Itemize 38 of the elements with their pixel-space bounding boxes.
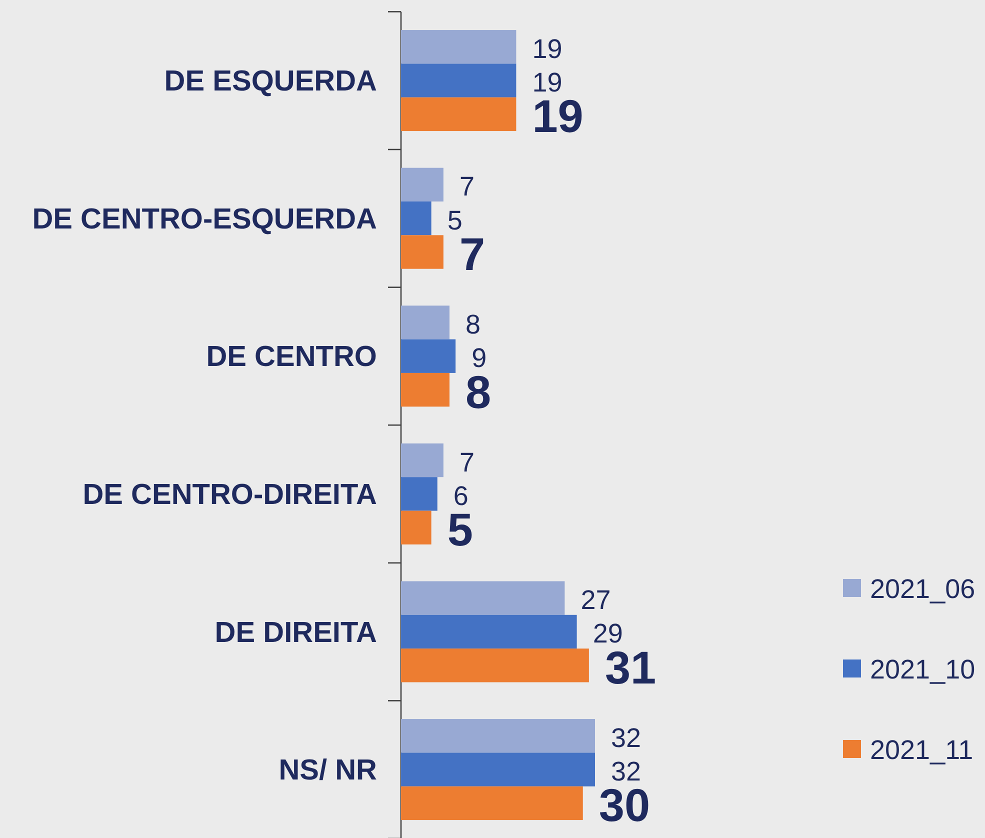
bar xyxy=(401,339,456,373)
data-label: 7 xyxy=(459,172,474,202)
data-label: 19 xyxy=(532,68,562,98)
bar xyxy=(401,719,595,753)
bar xyxy=(401,306,450,340)
y-tick-label: DE DIREITA xyxy=(214,616,378,649)
data-label: 27 xyxy=(580,585,611,616)
bar xyxy=(401,372,450,407)
bar xyxy=(401,614,577,649)
bar xyxy=(401,235,444,269)
data-label: 8 xyxy=(466,309,481,340)
data-label: 32 xyxy=(611,756,642,787)
bar xyxy=(401,477,438,511)
bar xyxy=(401,201,432,236)
bar xyxy=(401,786,583,820)
bar xyxy=(401,648,589,682)
data-label: 19 xyxy=(532,34,562,64)
bar xyxy=(401,168,444,202)
data-label: 7 xyxy=(459,447,474,478)
bar xyxy=(401,510,432,544)
y-tick-label: DE CENTRO-DIREITA xyxy=(82,479,378,511)
y-tick-label: DE CENTRO-ESQUERDA xyxy=(32,203,378,236)
data-label: 29 xyxy=(592,618,623,649)
y-tick-label: DE CENTRO xyxy=(206,341,377,374)
bar xyxy=(401,30,516,64)
legend-label: 2021_11 xyxy=(870,735,974,765)
legend-label: 2021_10 xyxy=(870,654,976,684)
legend-label: 2021_06 xyxy=(870,574,976,604)
bar xyxy=(401,97,516,132)
bar xyxy=(401,443,444,478)
bar xyxy=(401,752,595,786)
bar xyxy=(401,581,565,615)
y-tick-label: DE ESQUERDA xyxy=(164,66,378,98)
data-label: 9 xyxy=(472,343,487,374)
data-label: 32 xyxy=(611,722,642,753)
y-tick-label: NS/ NR xyxy=(278,754,378,787)
bar xyxy=(401,64,516,98)
data-label: 6 xyxy=(453,480,468,511)
